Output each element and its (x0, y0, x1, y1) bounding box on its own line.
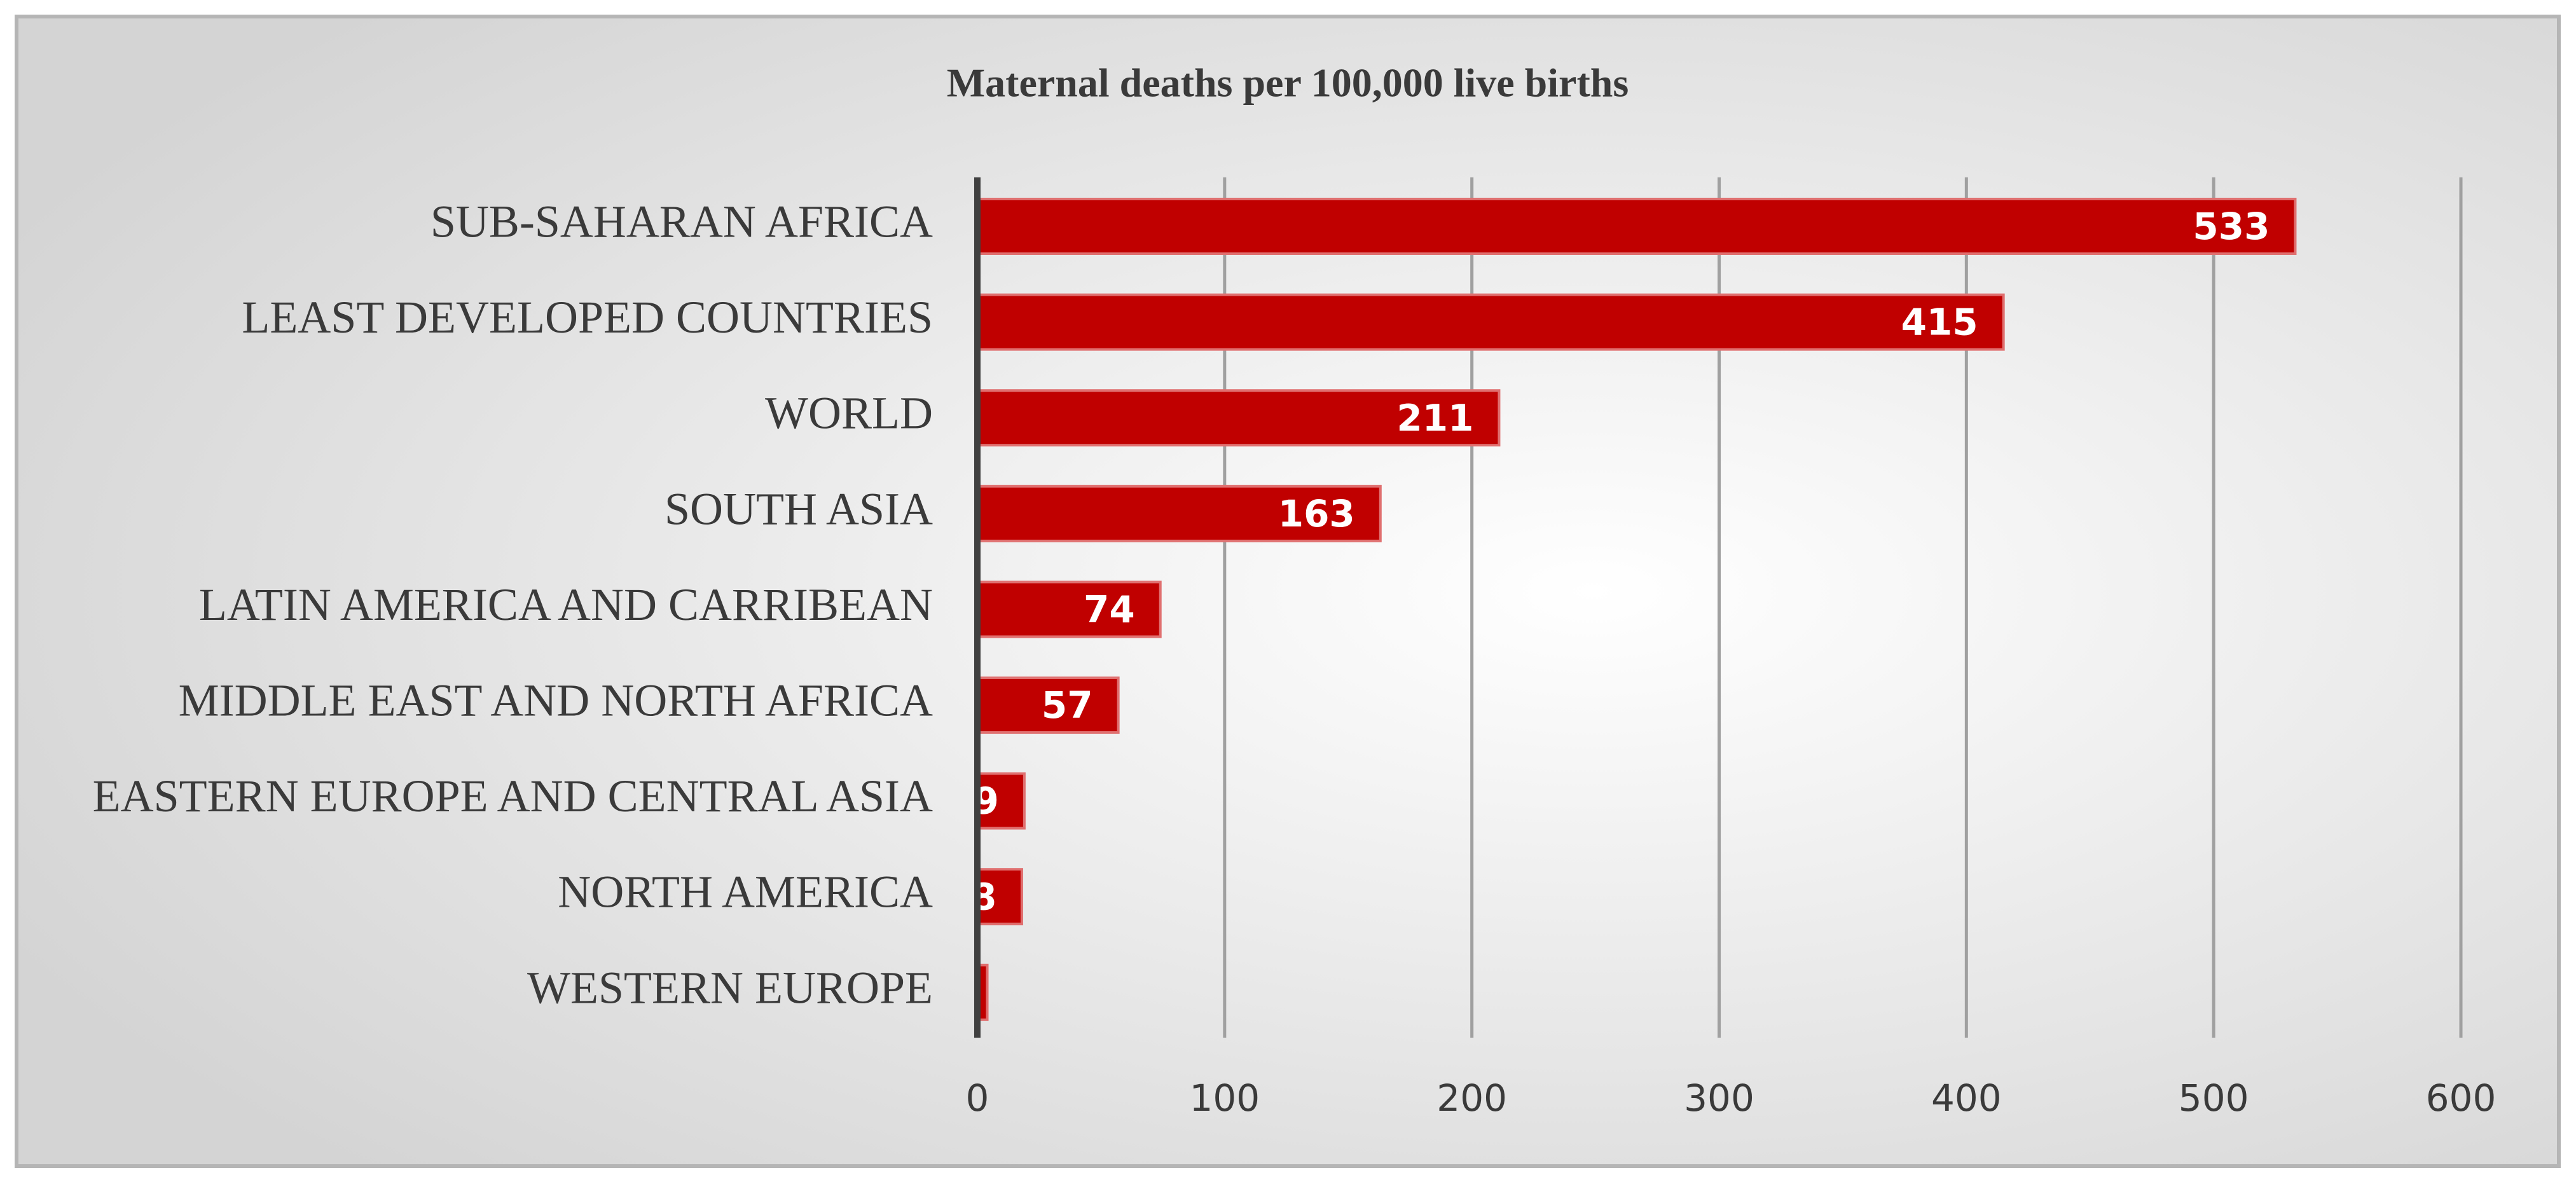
data-label: 74 (1084, 588, 1135, 631)
y-tick-label: WORLD (765, 388, 933, 439)
bar (976, 677, 1120, 734)
y-tick-label: SUB-SAHARAN AFRICA (430, 196, 933, 247)
x-tick-label: 0 (966, 1076, 989, 1120)
data-label: 19 (947, 780, 999, 823)
y-tick-label: NORTH AMERICA (558, 867, 933, 917)
x-tick-label: 500 (2179, 1076, 2249, 1120)
x-tick-label: 600 (2426, 1076, 2497, 1120)
y-tick-label: MIDDLE EAST AND NORTH AFRICA (179, 675, 933, 726)
x-tick-label: 400 (1931, 1076, 2002, 1120)
bar (976, 581, 1162, 638)
y-tick-label: SOUTH ASIA (665, 483, 933, 534)
y-tick-label: LEAST DEVELOPED COUNTRIES (242, 292, 933, 343)
y-tick-label: WESTERN EUROPE (527, 962, 933, 1013)
x-tick-label: 300 (1684, 1076, 1754, 1120)
data-label: 57 (1042, 684, 1093, 727)
y-tick-label: EASTERN EUROPE AND CENTRAL ASIA (93, 771, 933, 821)
bar (976, 484, 1382, 542)
data-label: 163 (1278, 492, 1355, 535)
data-label: 211 (1396, 396, 1473, 439)
x-tick-label: 200 (1436, 1076, 1507, 1120)
bar (976, 868, 1023, 926)
data-label: 533 (2193, 205, 2269, 248)
x-tick-label: 100 (1189, 1076, 1260, 1120)
bar (976, 772, 1026, 830)
bar (976, 198, 2297, 255)
y-tick-label: LATIN AMERICA AND CARRIBEAN (199, 579, 933, 630)
chart-title: Maternal deaths per 100,000 live births (947, 60, 1629, 106)
data-label: 415 (1901, 301, 1978, 344)
bar (976, 293, 2005, 351)
